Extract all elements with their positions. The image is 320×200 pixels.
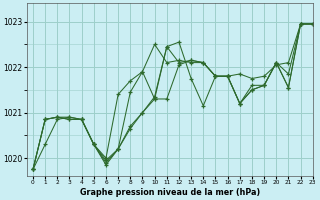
X-axis label: Graphe pression niveau de la mer (hPa): Graphe pression niveau de la mer (hPa): [80, 188, 260, 197]
